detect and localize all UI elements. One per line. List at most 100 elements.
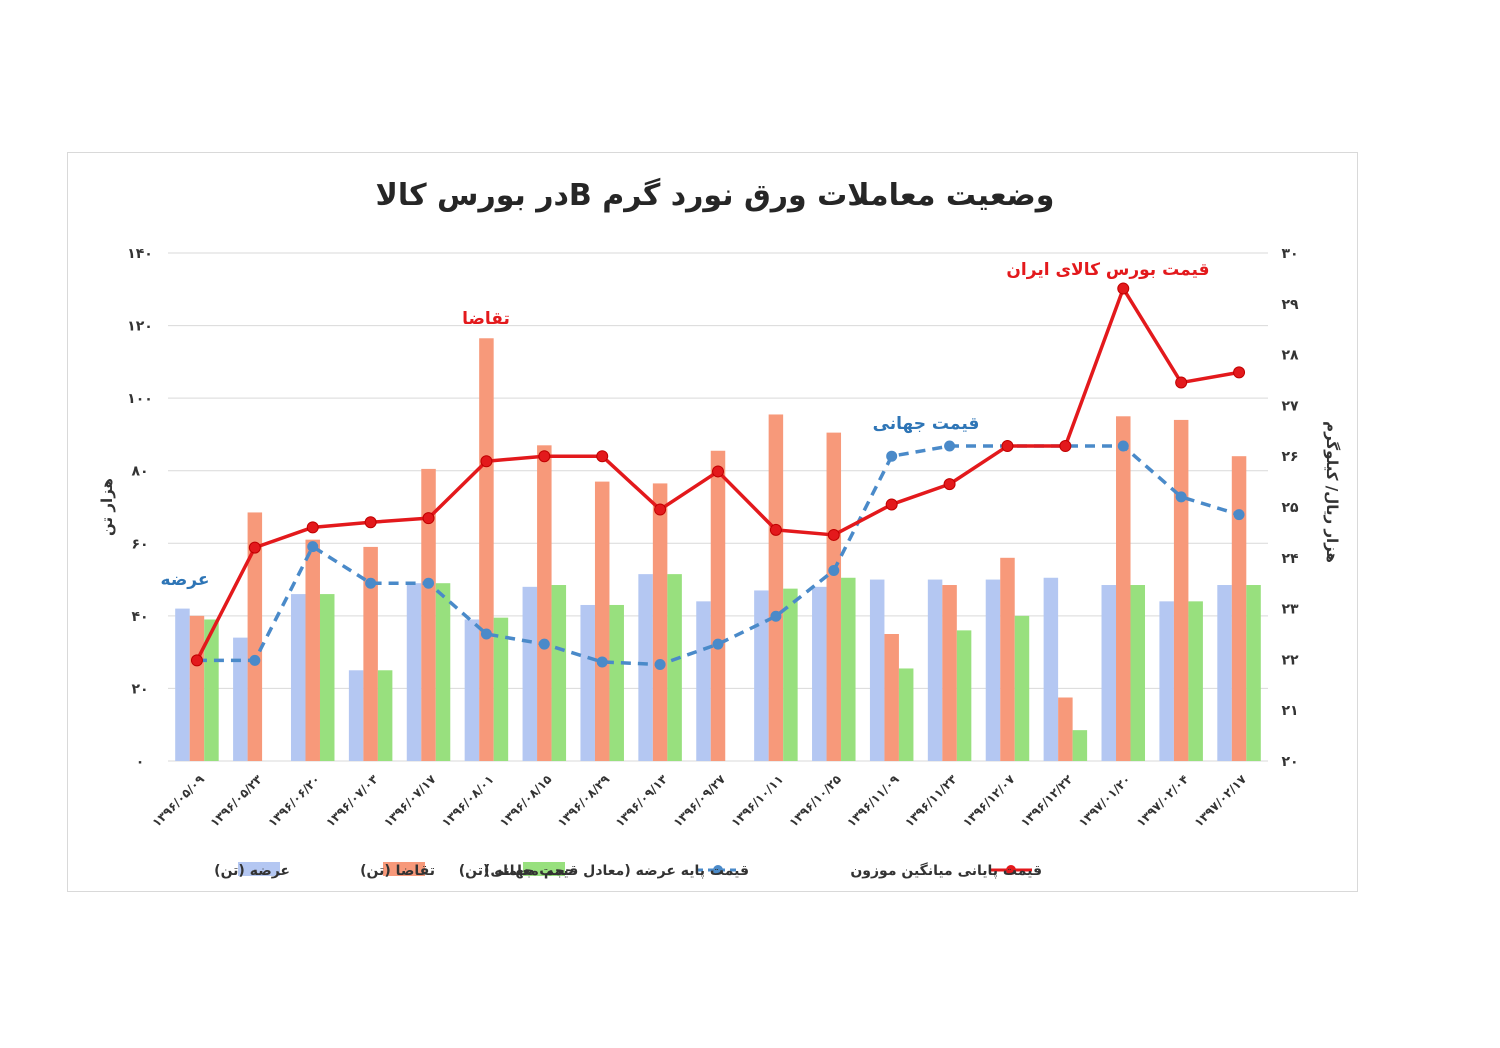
x-tick-label: ۱۳۹۶/۰۹/۱۳ [613, 772, 671, 830]
bar-2 [1000, 557, 1015, 761]
bar-3 [1246, 585, 1261, 761]
x-tick-label: ۱۳۹۶/۰۸/۱۵ [497, 772, 555, 830]
right-tick-label: ۲۲ [1281, 652, 1299, 668]
y-axis-title-right: هزار ریال/ کیلوگرم [1323, 421, 1341, 563]
line-point [190, 654, 203, 667]
bar-3 [377, 670, 393, 761]
annotation-label: قیمت جهانی [873, 414, 980, 434]
line-point [306, 521, 319, 534]
x-tick-label: ۱۳۹۶/۱۱/۰۹ [844, 772, 902, 830]
bar-1 [522, 586, 538, 761]
bar-1 [696, 601, 711, 761]
bar-3 [493, 617, 509, 761]
line-point [596, 656, 608, 668]
bar-3 [1188, 601, 1203, 761]
chart-title: وضعیت معاملات ورق نورد گرم Bدر بورس کالا [375, 178, 1055, 213]
bar-3 [783, 588, 798, 761]
left-tick-label: ۱۴۰ [127, 246, 153, 262]
bar-3 [435, 583, 451, 761]
x-tick-label: ۱۳۹۶/۰۷/۰۳ [323, 772, 381, 830]
right-tick-label: ۲۰ [1281, 754, 1298, 770]
x-tick-label: ۱۳۹۷/۰۲/۰۴ [1134, 772, 1192, 830]
right-tick-label: ۲۹ [1281, 297, 1299, 313]
line-point [596, 450, 609, 463]
line-point [828, 565, 840, 576]
x-tick-label: ۱۳۹۷/۰۱/۲۰ [1076, 772, 1134, 830]
bar-1 [348, 670, 364, 761]
bar-1 [233, 637, 248, 761]
bar-1 [406, 583, 422, 761]
line-point [307, 541, 319, 553]
bar-2 [710, 450, 726, 761]
x-tick-label: ۱۳۹۷/۰۲/۱۷ [1192, 772, 1250, 830]
bar-1 [869, 579, 885, 761]
bar-1 [1159, 601, 1174, 761]
line-point [654, 658, 666, 670]
line-point [944, 440, 956, 452]
line-point [538, 638, 550, 650]
bar-2 [421, 468, 436, 761]
line-point [654, 503, 667, 516]
left-tick-label: ۱۲۰ [127, 319, 153, 335]
line-point [248, 541, 261, 554]
left-tick-label: ۸۰ [131, 464, 148, 480]
x-tick-label: ۱۳۹۶/۰۹/۲۷ [671, 772, 729, 830]
legend-label: قیمت پایانی میانگین موزون [850, 862, 1042, 879]
line-point [480, 628, 492, 640]
line-point [365, 577, 377, 589]
bar-1 [812, 586, 827, 761]
bar-1 [175, 608, 190, 761]
bar-2 [826, 432, 842, 761]
bar-3 [609, 604, 624, 761]
bar-2 [1231, 456, 1247, 761]
x-tick-label: ۱۳۹۶/۰۸/۲۹ [555, 772, 613, 830]
x-tick-label: ۱۳۹۶/۰۵/۰۹ [150, 772, 208, 830]
legend-swatch [238, 862, 280, 876]
bar-1 [754, 590, 769, 761]
legend-label: تقاضا (تن) [360, 863, 435, 879]
bar-2 [768, 414, 784, 761]
line-point [1059, 440, 1072, 453]
line-point [1001, 440, 1014, 453]
legend-swatch [383, 862, 425, 876]
x-tick-label: ۱۳۹۶/۱۲/۰۷ [960, 772, 1018, 830]
bar-2 [305, 539, 320, 761]
legend-label: حجم معامله (تن) [459, 863, 575, 879]
bar-1 [464, 619, 480, 761]
left-tick-label: ۶۰ [131, 536, 148, 552]
annotation-label: تقاضا [462, 309, 510, 329]
legend-label: عرضه (تن) [214, 863, 290, 879]
line-point [886, 450, 898, 462]
right-tick-label: ۲۳ [1281, 602, 1299, 618]
line-point [1175, 376, 1188, 389]
bar-3 [204, 619, 219, 761]
right-tick-label: ۲۴ [1281, 551, 1299, 567]
legend-marker [1006, 865, 1016, 875]
line-point [1233, 366, 1246, 379]
bar-2 [942, 585, 957, 761]
line-point [1117, 440, 1129, 452]
right-tick-label: ۲۱ [1281, 703, 1298, 719]
line-point [943, 478, 956, 491]
bar-2 [537, 445, 552, 761]
bar-2 [363, 546, 378, 761]
line-point [770, 610, 782, 622]
bar-1 [1101, 585, 1117, 761]
x-tick-label: ۱۳۹۶/۱۰/۱۱ [728, 772, 786, 830]
bar-3 [1130, 585, 1146, 761]
line-point [480, 455, 493, 468]
line-point [423, 577, 435, 589]
right-tick-label: ۲۵ [1281, 500, 1299, 516]
bar-3 [667, 574, 682, 761]
bar-2 [594, 481, 610, 761]
x-tick-label: ۱۳۹۶/۱۰/۲۵ [786, 772, 844, 830]
x-tick-label: ۱۳۹۶/۰۶/۲۰ [265, 772, 323, 830]
left-tick-label: ۴۰ [131, 609, 148, 625]
legend-marker [713, 865, 723, 875]
line-point [422, 512, 435, 525]
bar-1 [1217, 585, 1232, 761]
line-point [249, 654, 261, 666]
line-point [885, 498, 898, 511]
bar-2 [652, 483, 668, 761]
